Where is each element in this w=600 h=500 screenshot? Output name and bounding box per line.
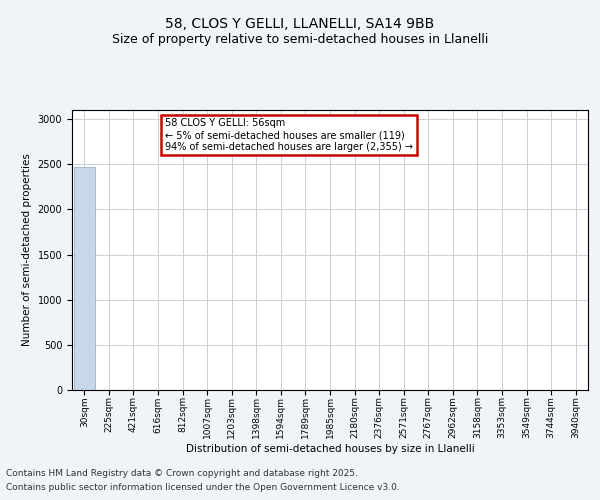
Text: Size of property relative to semi-detached houses in Llanelli: Size of property relative to semi-detach… bbox=[112, 32, 488, 46]
Text: 58 CLOS Y GELLI: 56sqm
← 5% of semi-detached houses are smaller (119)
94% of sem: 58 CLOS Y GELLI: 56sqm ← 5% of semi-deta… bbox=[165, 118, 413, 152]
Text: Contains public sector information licensed under the Open Government Licence v3: Contains public sector information licen… bbox=[6, 484, 400, 492]
Y-axis label: Number of semi-detached properties: Number of semi-detached properties bbox=[22, 154, 32, 346]
X-axis label: Distribution of semi-detached houses by size in Llanelli: Distribution of semi-detached houses by … bbox=[185, 444, 475, 454]
Text: Contains HM Land Registry data © Crown copyright and database right 2025.: Contains HM Land Registry data © Crown c… bbox=[6, 468, 358, 477]
Bar bbox=[74, 166, 95, 390]
Text: 58, CLOS Y GELLI, LLANELLI, SA14 9BB: 58, CLOS Y GELLI, LLANELLI, SA14 9BB bbox=[166, 18, 434, 32]
